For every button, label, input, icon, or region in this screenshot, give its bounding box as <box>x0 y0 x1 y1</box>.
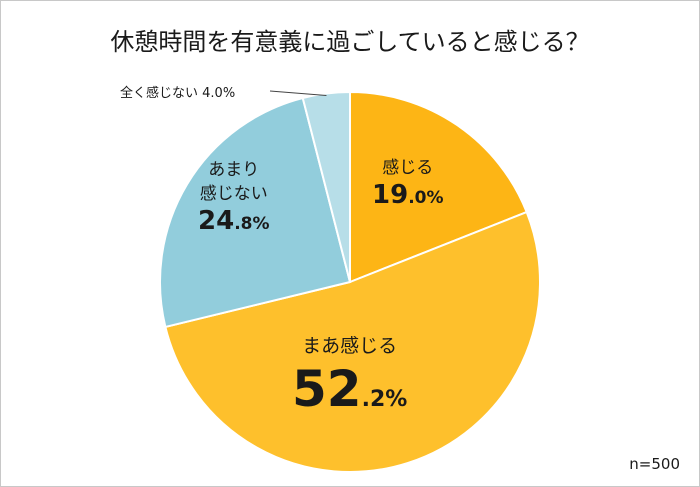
sample-size-note: n=500 <box>629 455 680 473</box>
slice-amari-kanjinai <box>159 96 352 329</box>
label-mattaku-kanjinai-value: 4.0% <box>202 86 236 101</box>
label-amari-kanjinai-value-dec: .8% <box>234 214 270 234</box>
label-maa-kanjiru-category: まあ感じる <box>302 335 398 357</box>
label-kanjiru: 感じる 19.0% <box>372 156 444 210</box>
label-amari-kanjinai-category-line2: 感じない <box>199 184 268 204</box>
label-kanjiru-value-int: 19 <box>372 180 409 210</box>
label-amari-kanjinai-category-line1: あまり <box>208 160 260 180</box>
label-mattaku-kanjinai-category: 全く感じない <box>120 86 199 101</box>
label-amari-kanjinai: あまり 感じない 24.8% <box>198 158 270 236</box>
label-mattaku-kanjinai: 全く感じない 4.0% <box>120 82 235 101</box>
slice-mattaku-kanjinai <box>301 90 351 283</box>
label-maa-kanjiru: まあ感じる 52.2% <box>292 332 407 418</box>
label-kanjiru-category: 感じる <box>382 158 434 178</box>
label-maa-kanjiru-value-int: 52 <box>292 360 362 418</box>
slice-kanjiru <box>349 90 528 284</box>
leader-line-mattaku-kanjinai <box>269 90 327 96</box>
label-amari-kanjinai-value-int: 24 <box>198 206 235 236</box>
slice-maa-kanjiru <box>164 210 541 473</box>
chart-title: 休憩時間を有意義に過ごしていると感じる？ <box>110 28 590 56</box>
label-maa-kanjiru-value-dec: .2% <box>361 387 408 412</box>
label-kanjiru-value-dec: .0% <box>408 188 444 208</box>
